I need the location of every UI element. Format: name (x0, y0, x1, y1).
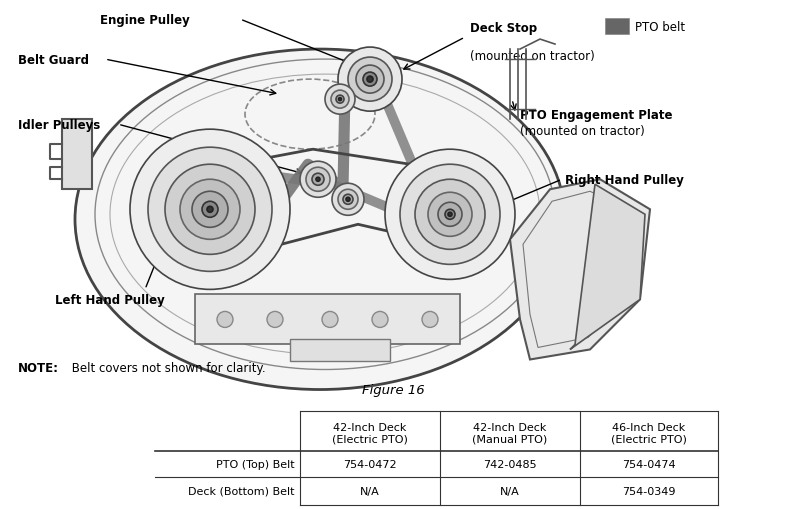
Text: (Electric PTO): (Electric PTO) (332, 434, 408, 444)
Text: N/A: N/A (500, 486, 520, 496)
Circle shape (192, 192, 228, 228)
Text: PTO Engagement Plate: PTO Engagement Plate (520, 108, 673, 122)
Circle shape (363, 73, 377, 87)
Text: 42-Inch Deck: 42-Inch Deck (333, 422, 406, 432)
Text: 754-0349: 754-0349 (623, 486, 676, 496)
Circle shape (422, 312, 438, 328)
Text: 742-0485: 742-0485 (483, 459, 537, 469)
Circle shape (372, 312, 388, 328)
Circle shape (130, 130, 290, 290)
Text: 42-Inch Deck: 42-Inch Deck (473, 422, 547, 432)
Circle shape (331, 91, 349, 109)
Circle shape (148, 148, 272, 272)
Text: NOTE:: NOTE: (18, 361, 59, 374)
Circle shape (339, 98, 341, 101)
Ellipse shape (75, 50, 565, 390)
Bar (290, 340, 390, 362)
Text: Left Hand Pulley: Left Hand Pulley (55, 293, 165, 306)
Circle shape (348, 58, 392, 102)
Circle shape (415, 180, 485, 250)
Circle shape (338, 190, 358, 210)
Text: PTO (Top) Belt: PTO (Top) Belt (216, 459, 295, 469)
Circle shape (316, 178, 320, 182)
Bar (62, 120, 92, 190)
Circle shape (343, 195, 353, 205)
Circle shape (438, 203, 462, 227)
Circle shape (180, 180, 240, 240)
Circle shape (367, 77, 373, 83)
Bar (195, 295, 460, 345)
Circle shape (448, 213, 452, 217)
Circle shape (332, 184, 364, 216)
Circle shape (325, 85, 355, 115)
Text: (mounted on tractor): (mounted on tractor) (520, 124, 645, 137)
Text: (Manual PTO): (Manual PTO) (472, 434, 548, 444)
Text: Figure 16: Figure 16 (362, 383, 424, 396)
Circle shape (312, 174, 324, 186)
Circle shape (400, 165, 500, 265)
Polygon shape (510, 180, 650, 360)
Circle shape (322, 312, 338, 328)
Text: N/A: N/A (360, 486, 380, 496)
Polygon shape (570, 185, 645, 350)
Circle shape (267, 312, 283, 328)
Circle shape (336, 96, 344, 104)
Text: Belt Guard: Belt Guard (18, 53, 89, 67)
Circle shape (300, 162, 336, 198)
Text: 46-Inch Deck: 46-Inch Deck (612, 422, 685, 432)
Text: Belt covers not shown for clarity.: Belt covers not shown for clarity. (68, 361, 266, 374)
Text: PTO belt: PTO belt (635, 20, 685, 34)
Text: Right Hand Pulley: Right Hand Pulley (565, 174, 684, 186)
Text: Deck Stop: Deck Stop (470, 22, 537, 35)
Circle shape (445, 210, 455, 220)
Bar (605, 19, 629, 35)
Text: Engine Pulley: Engine Pulley (100, 14, 189, 26)
Circle shape (385, 150, 515, 280)
Circle shape (428, 193, 472, 237)
Text: (mounted on tractor): (mounted on tractor) (470, 50, 595, 63)
Circle shape (346, 198, 350, 202)
Text: 754-0472: 754-0472 (343, 459, 397, 469)
Circle shape (306, 168, 330, 192)
Circle shape (202, 202, 218, 218)
Circle shape (356, 66, 384, 94)
Text: 754-0474: 754-0474 (623, 459, 676, 469)
Text: Deck (Bottom) Belt: Deck (Bottom) Belt (189, 486, 295, 496)
Circle shape (165, 165, 255, 255)
Text: Idler Pulleys: Idler Pulleys (18, 119, 101, 131)
Text: (Electric PTO): (Electric PTO) (611, 434, 687, 444)
Circle shape (338, 48, 402, 112)
Circle shape (207, 207, 213, 213)
Circle shape (217, 312, 233, 328)
